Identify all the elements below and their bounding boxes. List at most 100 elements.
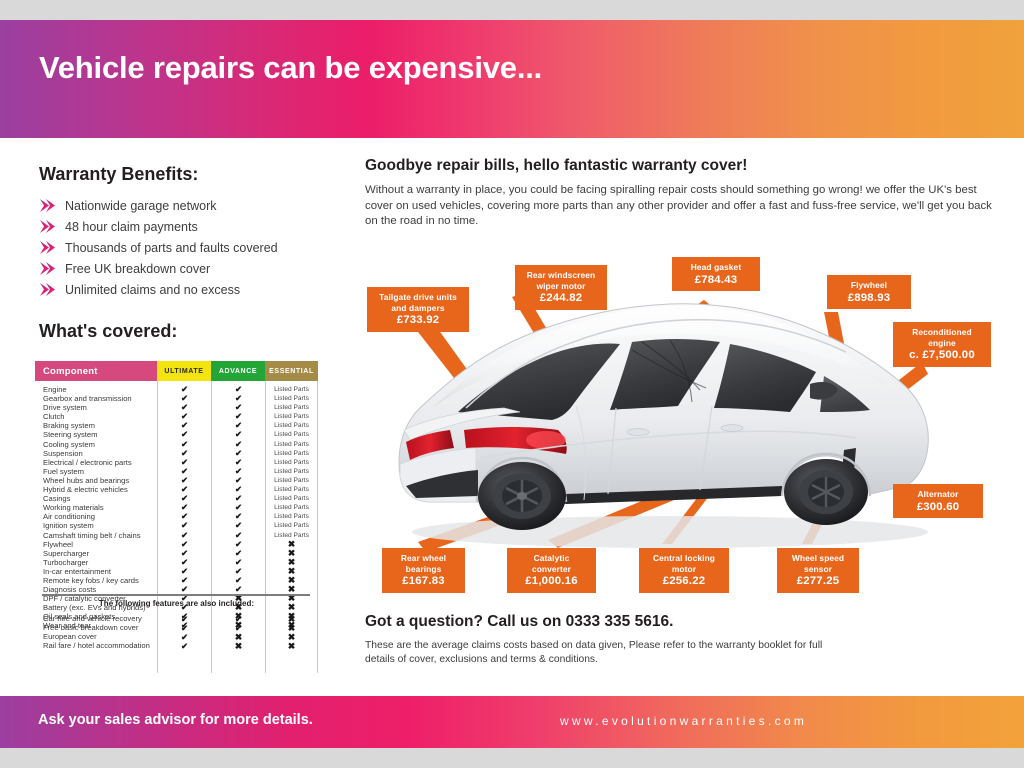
- cross-icon: ✖: [287, 620, 296, 631]
- benefit-item: Thousands of parts and faults covered: [39, 237, 329, 258]
- listed-parts-label: Listed Parts: [274, 476, 309, 484]
- tick-icon: ✔: [180, 641, 189, 652]
- table-row-label: Wear and tear: [43, 621, 91, 631]
- callout-price: c. £7,500.00: [909, 349, 975, 361]
- listed-parts-label: Listed Parts: [274, 395, 309, 403]
- cross-icon: ✖: [234, 611, 243, 622]
- callout-rear-windscreen-wiper-motor: Rear windscreen wiper motor £244.82: [515, 265, 607, 310]
- table-row-label: DPF / catalytic converter: [43, 594, 126, 604]
- footer-url[interactable]: www.evolutionwarranties.com: [560, 714, 808, 728]
- table-row-label: Cooling system: [43, 439, 95, 449]
- tick-icon: ✔: [180, 556, 189, 567]
- listed-parts-label: Listed Parts: [274, 495, 309, 503]
- footer-cta: Ask your sales advisor for more details.: [38, 712, 313, 728]
- extras-table: Car hire and vehicle recovery Free basic …: [35, 611, 318, 674]
- tick-icon: ✔: [180, 611, 189, 622]
- tick-icon: ✔: [234, 474, 243, 485]
- tick-icon: ✔: [234, 614, 243, 624]
- callout-label: Tailgate drive units and dampers: [379, 292, 457, 313]
- callout-label: Reconditioned engine: [912, 327, 972, 348]
- benefit-item: Unlimited claims and no excess: [39, 279, 329, 300]
- listed-parts-label: Listed Parts: [274, 431, 309, 439]
- tick-icon: ✔: [180, 511, 189, 522]
- table-row-label: Braking system: [43, 421, 95, 431]
- table-row-label: Fuel system: [43, 466, 84, 476]
- tick-icon: ✔: [234, 429, 243, 440]
- cross-icon: ✖: [234, 641, 243, 652]
- cross-icon: ✖: [234, 632, 243, 643]
- table-body: Engine Gearbox and transmission Drive syst…: [35, 381, 318, 645]
- table-row-label: Working materials: [43, 503, 104, 513]
- table-header-row: Component ULTIMATE ADVANCE ESSENTIAL: [35, 361, 318, 381]
- table-header-advance: ADVANCE: [211, 361, 265, 381]
- table-column-advance: ✔ ✔ ✔ ✔ ✔ ✔ ✔ ✔ ✔ ✔ ✔ ✔ ✔ ✔ ✔ ✔ ✔ ✔ ✔ ✔ ✔ ✔ ✔ ✖ ✖ ✖ ✖: [211, 381, 265, 645]
- tick-icon: ✔: [180, 393, 189, 404]
- tick-icon: ✔: [234, 384, 243, 394]
- callout-price: £784.43: [694, 273, 738, 286]
- callout-label: Central locking motor: [653, 553, 715, 574]
- callout-label: Flywheel: [850, 280, 888, 290]
- table-row-label: In-car entertainment: [43, 566, 111, 576]
- tick-icon: ✔: [180, 465, 189, 476]
- tick-icon: ✔: [180, 529, 189, 540]
- table-row-label: Suspension: [43, 448, 83, 458]
- listed-parts-label: Listed Parts: [274, 449, 309, 457]
- benefit-label: Nationwide garage network: [65, 198, 217, 213]
- extras-heading: The following features are also included…: [98, 599, 255, 608]
- listed-parts-label: Listed Parts: [274, 386, 309, 393]
- cross-icon: ✖: [287, 547, 296, 558]
- extras-column-advance: ✔ ✔ ✖ ✖: [211, 611, 265, 674]
- chevron-right-icon: [39, 220, 56, 233]
- cross-icon: ✖: [287, 538, 296, 549]
- cross-icon: ✖: [234, 602, 243, 613]
- benefit-label: Thousands of parts and faults covered: [65, 240, 278, 255]
- car-diagram: Tailgate drive units and dampers £733.92…: [362, 252, 1002, 597]
- callout-label: Alternator: [917, 489, 959, 499]
- table-column-essential: Listed Parts Listed Parts Listed Parts List…: [265, 381, 318, 645]
- header-banner: [0, 20, 1024, 138]
- tick-icon: ✔: [180, 384, 189, 394]
- tick-icon: ✔: [234, 529, 243, 540]
- callout-price: £167.83: [402, 575, 445, 587]
- table-row-label: Battery (exc. EVs and hybrids): [43, 603, 146, 613]
- table-row-label: Ignition system: [43, 521, 94, 531]
- table-row-label: Clutch: [43, 412, 65, 422]
- tick-icon: ✔: [234, 556, 243, 567]
- car-body: [398, 303, 929, 548]
- tick-icon: ✔: [234, 584, 243, 595]
- tick-icon: ✔: [180, 632, 189, 643]
- tick-icon: ✔: [180, 574, 189, 585]
- table-header-component: Component: [35, 361, 157, 381]
- table-header-ultimate: ULTIMATE: [157, 361, 211, 381]
- tick-icon: ✔: [180, 411, 189, 422]
- callout-reconditioned-engine: Reconditioned engine c. £7,500.00: [893, 322, 991, 367]
- main-paragraph: Without a warranty in place, you could b…: [365, 184, 992, 227]
- callout-tailgate-drive-units: Tailgate drive units and dampers £733.92: [367, 287, 469, 332]
- benefit-item: Nationwide garage network: [39, 195, 329, 216]
- tick-icon: ✔: [234, 456, 243, 467]
- table-row-label: Wheel hubs and bearings: [43, 475, 130, 485]
- table-row-label: Engine: [43, 385, 67, 394]
- tick-icon: ✔: [234, 565, 243, 576]
- chevron-right-icon: [39, 283, 56, 296]
- tick-icon: ✔: [180, 402, 189, 413]
- listed-parts-label: Listed Parts: [274, 513, 309, 521]
- listed-parts-label: Listed Parts: [274, 440, 309, 448]
- table-row-label: Hybrid & electric vehicles: [43, 485, 128, 495]
- callout-rear-wheel-bearings: Rear wheel bearings £167.83: [382, 548, 465, 593]
- tick-icon: ✔: [234, 574, 243, 585]
- tick-icon: ✔: [180, 593, 189, 604]
- callout-label: Rear wheel bearings: [400, 553, 447, 574]
- tick-icon: ✔: [234, 493, 243, 504]
- table-row-label: Air conditioning: [43, 512, 95, 522]
- table-row-label: Gearbox and transmission: [43, 394, 132, 404]
- callout-price: £733.92: [396, 314, 440, 326]
- callout-price: £1,000.16: [525, 575, 578, 587]
- car-illustration: [398, 292, 929, 552]
- table-row-label: Drive system: [43, 403, 87, 413]
- tick-icon: ✔: [180, 614, 189, 624]
- tick-icon: ✔: [234, 547, 243, 558]
- table-row-label: Flywheel: [43, 539, 73, 549]
- table-row-label: Rail fare / hotel accommodation: [43, 641, 150, 651]
